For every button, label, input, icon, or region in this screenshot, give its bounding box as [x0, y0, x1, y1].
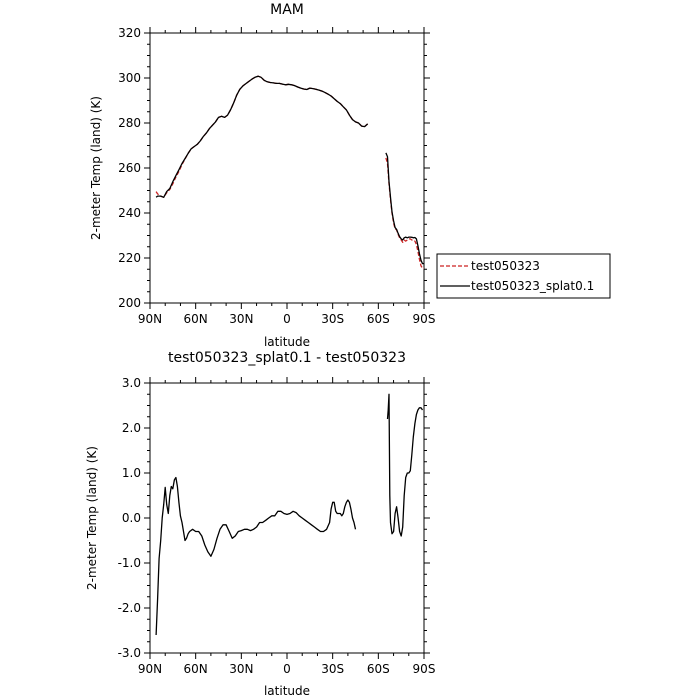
top-xtick-label: 60S	[367, 312, 390, 326]
legend-box	[436, 253, 611, 299]
top-chart-legend: test050323 test050323_splat0.1	[436, 253, 611, 299]
bottom-xtick-label: 60N	[184, 662, 208, 676]
top-xtick-label: 0	[283, 312, 291, 326]
bottom-series-0-segment-1	[386, 393, 424, 537]
bottom-ytick-label: 1.0	[122, 466, 141, 480]
bottom-xtick-label: 60S	[367, 662, 390, 676]
top-ytick-label: 200	[118, 296, 141, 310]
top-xtick-label: 30N	[229, 312, 253, 326]
bottom-xtick-label: 30S	[321, 662, 344, 676]
top-chart-ticks: 90N 60N 30N 0 30S 60S 90S 200 220 240 260 280 300 320	[118, 26, 435, 326]
bottom-ytick-label: -2.0	[118, 601, 141, 615]
top-chart-xlabel: latitude	[264, 335, 310, 349]
top-chart-series	[155, 75, 424, 269]
top-chart: MAM 90N 60N 30N 0 30S 60S 90S 200 220 240 260 280 30…	[89, 2, 435, 349]
bottom-ytick-label: -1.0	[118, 556, 141, 570]
top-ytick-label: 240	[118, 206, 141, 220]
top-series-0-segment-0	[155, 75, 369, 198]
bottom-chart-ticks: 90N 60N 30N 0 30S 60S 90S -3.0 -2.0 -1.0 0.0 1.0 2.0…	[118, 376, 436, 676]
top-xtick-label: 30S	[321, 312, 344, 326]
bottom-ytick-label: 3.0	[122, 376, 141, 390]
bottom-ytick-label: -3.0	[118, 646, 141, 660]
top-chart-ylabel: 2-meter Temp (land) (K)	[89, 96, 103, 240]
bottom-chart-ylabel: 2-meter Temp (land) (K)	[85, 446, 99, 590]
top-ytick-label: 320	[118, 26, 141, 40]
bottom-chart-frame	[149, 382, 425, 654]
top-series-1-segment-1	[385, 152, 424, 265]
top-xtick-label: 90N	[138, 312, 162, 326]
bottom-xtick-label: 30N	[229, 662, 253, 676]
legend-label-test050323: test050323	[471, 259, 540, 273]
bottom-xtick-label: 90N	[138, 662, 162, 676]
top-ytick-label: 280	[118, 116, 141, 130]
top-ytick-label: 300	[118, 71, 141, 85]
bottom-xtick-label: 90S	[413, 662, 436, 676]
bottom-chart: test050323_splat0.1 - test050323 90N 60N 3…	[85, 350, 435, 698]
top-chart-frame	[149, 32, 425, 304]
top-chart-title: MAM	[270, 2, 304, 18]
bottom-series-0-segment-0	[155, 476, 357, 636]
bottom-ytick-label: 0.0	[122, 511, 141, 525]
top-xtick-label: 60N	[184, 312, 208, 326]
bottom-chart-title: test050323_splat0.1 - test050323	[168, 350, 406, 366]
bottom-ytick-label: 2.0	[122, 421, 141, 435]
bottom-chart-xlabel: latitude	[264, 684, 310, 698]
legend-label-splat: test050323_splat0.1	[471, 279, 594, 293]
bottom-chart-series	[155, 393, 424, 636]
top-xtick-label: 90S	[413, 312, 436, 326]
top-series-1-segment-0	[155, 75, 369, 198]
bottom-xtick-label: 0	[283, 662, 291, 676]
top-ytick-label: 260	[118, 161, 141, 175]
top-ytick-label: 220	[118, 251, 141, 265]
